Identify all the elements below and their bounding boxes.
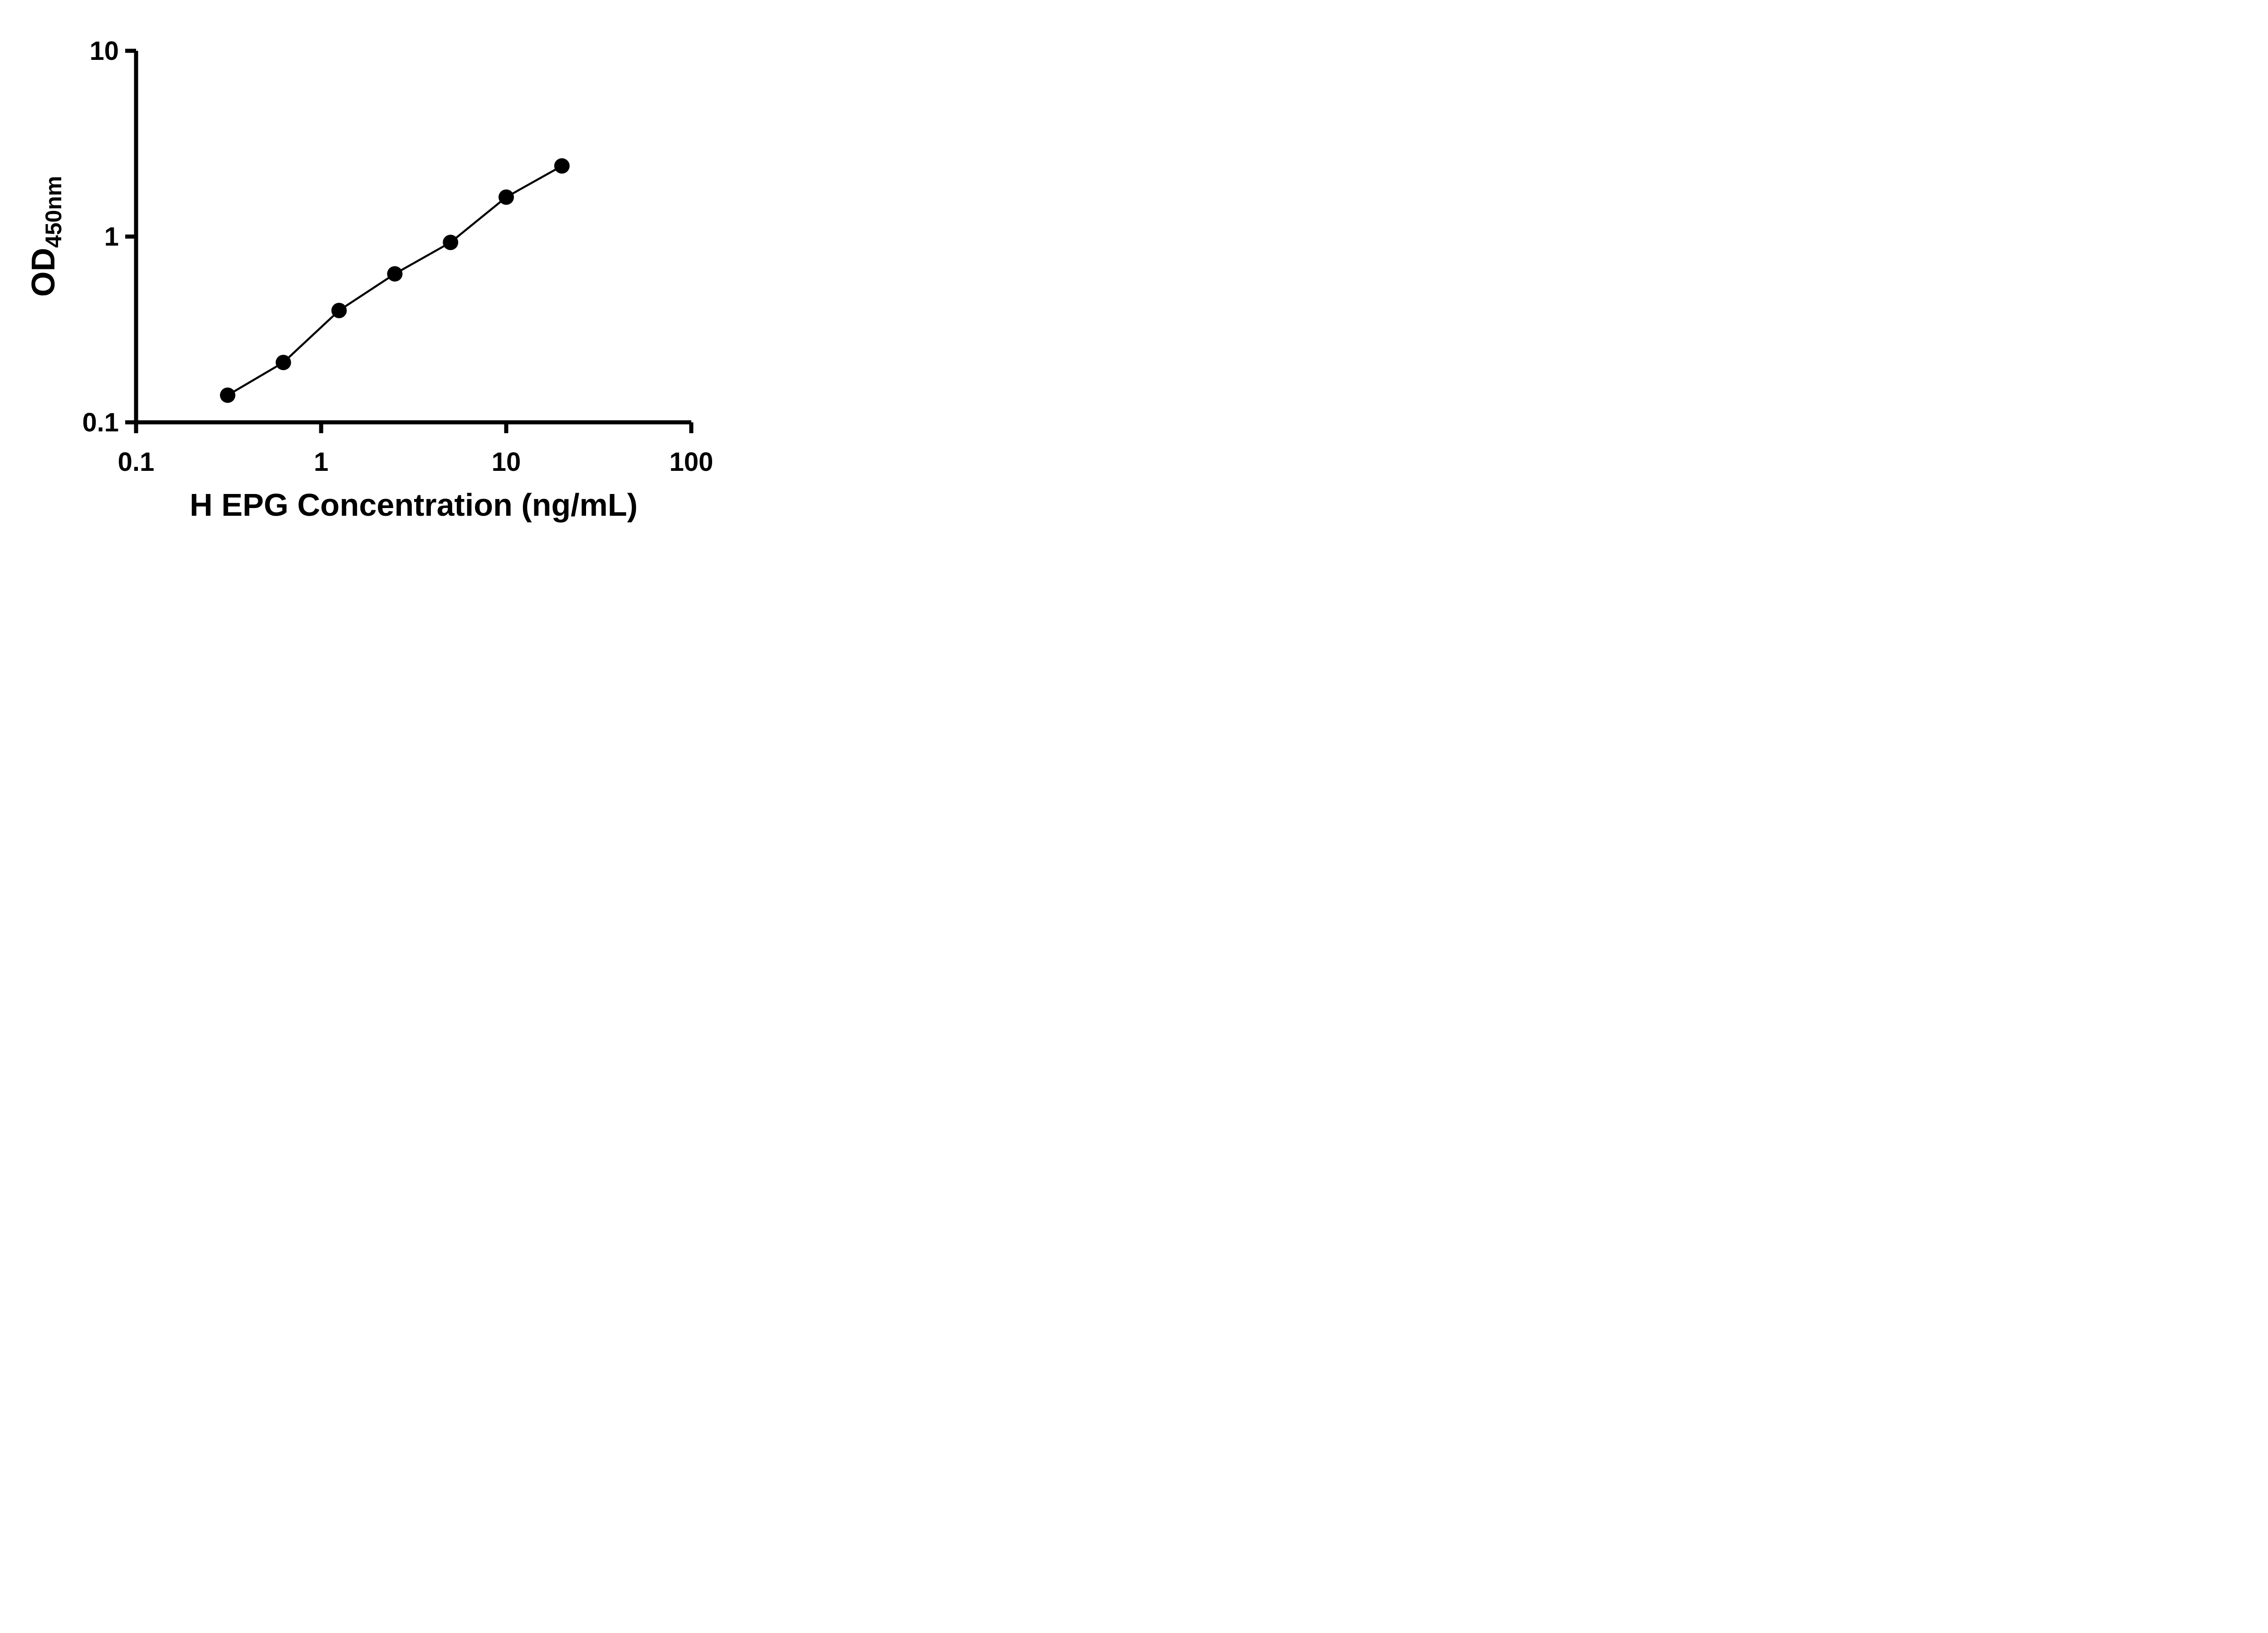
chart-svg: 0.1 1 10 100 0.1 1 10 H EPG Concentration (ng/…	[25, 36, 713, 523]
x-axis-title: H EPG Concentration (ng/mL)	[190, 487, 638, 523]
data-series	[220, 158, 570, 403]
data-point	[499, 189, 514, 205]
axis-tick-labels: 0.1 1 10 100 0.1 1 10	[82, 36, 713, 477]
x-tick-label: 10	[492, 447, 521, 477]
data-point	[331, 303, 347, 318]
axes	[134, 51, 691, 425]
x-tick-label: 1	[314, 447, 328, 477]
y-tick-label: 0.1	[82, 408, 119, 437]
data-point	[554, 158, 570, 174]
data-point	[275, 355, 291, 371]
data-point	[220, 387, 235, 403]
y-tick-label: 1	[104, 222, 119, 252]
x-tick-label: 0.1	[118, 447, 155, 477]
axis-ticks	[125, 49, 694, 433]
y-axis-title: OD450nm	[25, 176, 66, 297]
y-axis-title-main: OD	[25, 248, 62, 297]
axis-spines	[134, 51, 691, 425]
x-tick-label: 100	[670, 447, 714, 477]
elisa-standard-curve-page: 0.1 1 10 100 0.1 1 10 H EPG Concentration (ng/…	[0, 0, 763, 544]
data-point	[387, 266, 403, 282]
data-point	[443, 235, 459, 250]
y-tick-label: 10	[89, 36, 119, 66]
y-axis-title-subscript: 450nm	[41, 176, 66, 248]
